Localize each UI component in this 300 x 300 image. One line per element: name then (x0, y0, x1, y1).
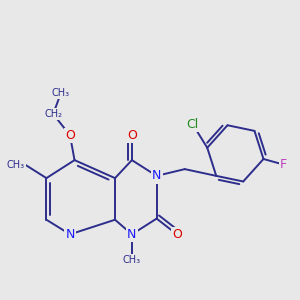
Text: N: N (152, 169, 161, 182)
Text: F: F (280, 158, 287, 171)
Text: N: N (127, 228, 136, 241)
Text: O: O (65, 129, 75, 142)
Text: CH₃: CH₃ (52, 88, 70, 98)
Text: CH₂: CH₂ (44, 109, 62, 119)
Text: O: O (127, 129, 137, 142)
Text: CH₃: CH₃ (7, 160, 25, 170)
Text: O: O (172, 228, 182, 241)
Text: Cl: Cl (187, 118, 199, 130)
Text: N: N (65, 228, 75, 241)
Text: CH₃: CH₃ (123, 255, 141, 265)
